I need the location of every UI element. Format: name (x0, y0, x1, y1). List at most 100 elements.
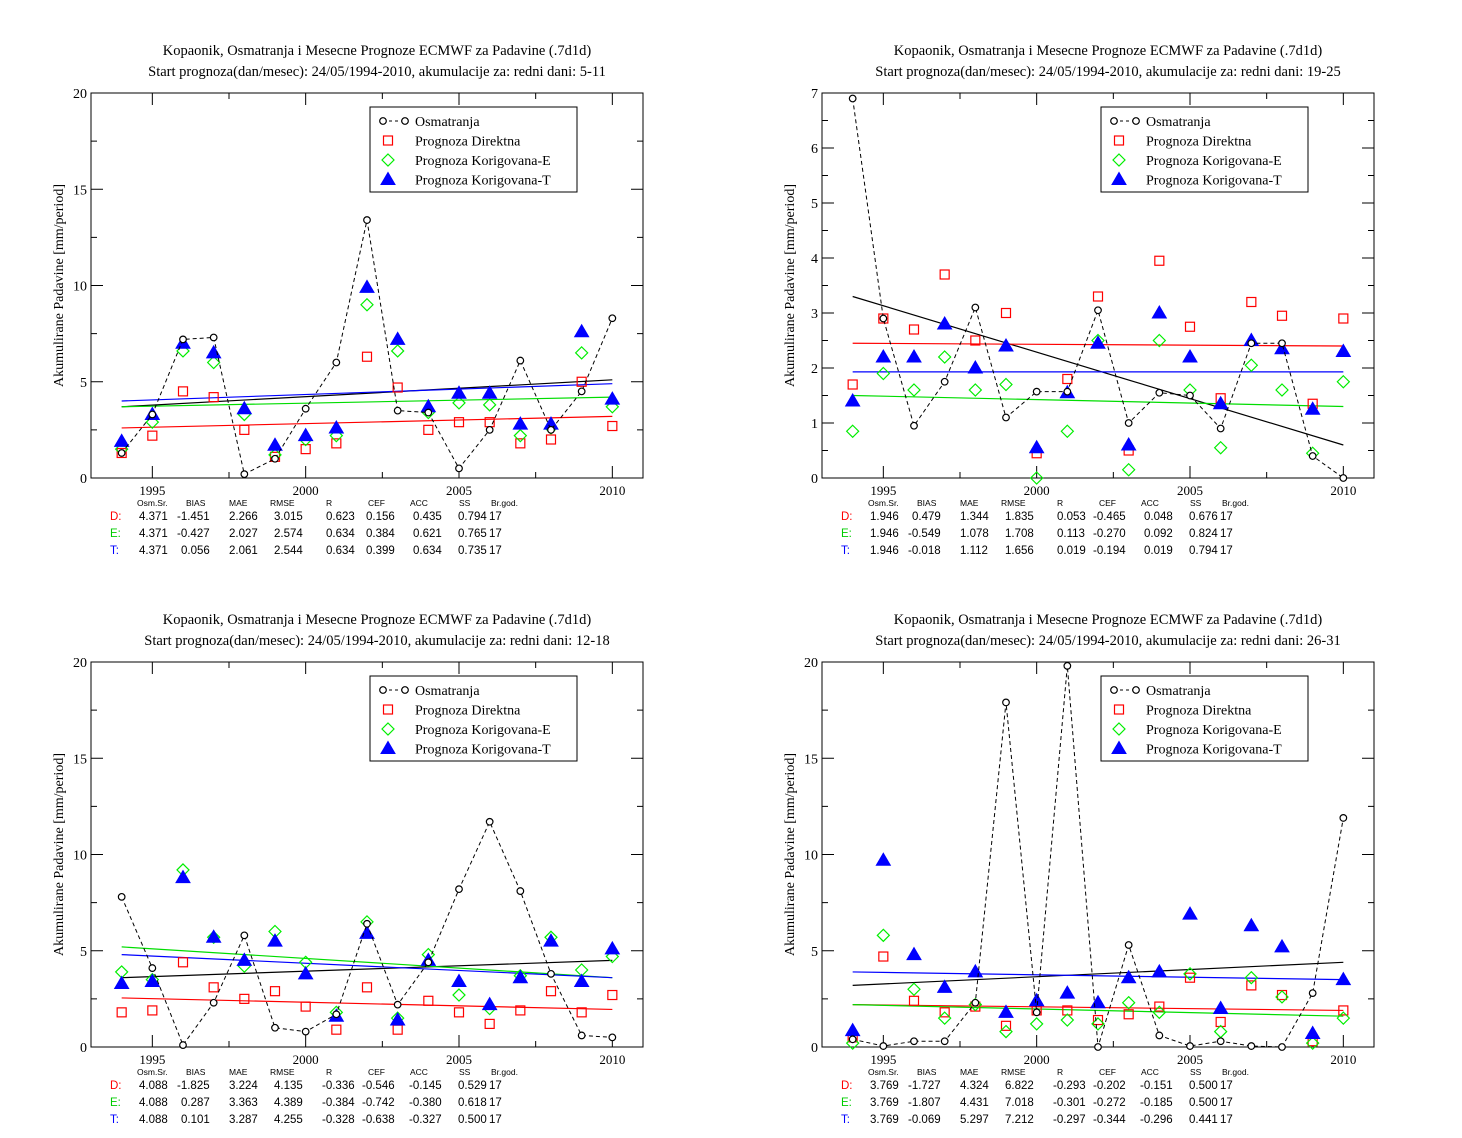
trend-line (852, 1004, 1344, 1017)
stats-cell: 0.634 (326, 528, 355, 540)
data-point (845, 424, 860, 439)
chart-title: Kopaonik, Osmatranja i Mesecne Prognoze … (894, 43, 1323, 59)
stats-cell: 0.048 (1144, 511, 1173, 523)
data-point (1274, 340, 1290, 355)
legend-label: Prognoza Direktna (1146, 135, 1252, 150)
stats-cell: 0.101 (181, 1114, 210, 1126)
data-point (1062, 373, 1073, 385)
stats-cell: 17 (1220, 1114, 1233, 1126)
chart-subtitle: Start prognoza(dan/mesec): 24/05/1994-20… (875, 633, 1340, 649)
data-point (300, 444, 311, 455)
stats-cell: -1.727 (908, 1080, 941, 1092)
y-axis-label: Akumulirane Padavine [mm/period] (52, 753, 67, 956)
stats-header: ACC (1141, 498, 1159, 508)
data-point (1244, 970, 1259, 985)
data-point (968, 997, 983, 1012)
legend-label: Prognoza Korigovana-E (415, 723, 551, 738)
data-point (1305, 1036, 1320, 1050)
data-point (147, 430, 158, 441)
data-point (910, 421, 918, 430)
legend-label: Prognoza Korigovana-T (1146, 174, 1282, 189)
stats-cell: -0.380 (409, 1097, 442, 1109)
data-point (1336, 1011, 1351, 1025)
chart-panel-days-19-25: Kopaonik, Osmatranja i Mesecne Prognoze … (731, 0, 1462, 569)
trend-line (121, 997, 613, 1011)
data-point (1002, 698, 1010, 707)
y-tick-label: 7 (811, 87, 818, 102)
stats-cell: 4.088 (139, 1080, 168, 1092)
data-point (205, 344, 222, 359)
data-point (329, 428, 344, 443)
stats-cell: 17 (489, 1114, 502, 1126)
stats-cell: -0.301 (1053, 1097, 1086, 1109)
data-point (482, 398, 497, 412)
data-point (389, 1012, 406, 1026)
stats-cell: 0.765 (458, 528, 487, 540)
stats-row-label: E: (841, 528, 852, 540)
stats-cell: -0.344 (1093, 1114, 1126, 1126)
stats-cell: 0.156 (366, 511, 395, 523)
trend-line (121, 946, 613, 979)
data-point (1186, 391, 1194, 400)
data-point (1278, 1043, 1286, 1051)
stats-header: MAE (960, 498, 979, 508)
data-point (208, 392, 219, 403)
legend: Osmatranja Prognoza Direktna Prognoza Kori… (369, 675, 578, 762)
data-point (1120, 969, 1137, 984)
data-point (1111, 740, 1127, 754)
x-tick-label: 2005 (1177, 483, 1203, 498)
y-axis-label: Akumulirane Padavine [mm/period] (783, 184, 798, 387)
stats-cell: -0.018 (908, 545, 941, 557)
x-tick-label: 1995 (870, 1052, 896, 1067)
data-point (1247, 1042, 1256, 1050)
stats-row-label: T: (841, 1114, 850, 1126)
data-point (1213, 440, 1228, 455)
data-point (177, 957, 189, 968)
data-point (205, 929, 222, 943)
data-point (967, 360, 984, 374)
stats-header: Br.god. (491, 498, 518, 508)
data-point (1216, 424, 1225, 433)
data-point (577, 1031, 586, 1040)
trend-line (852, 961, 1344, 986)
stats-cell: 4.088 (139, 1114, 168, 1126)
data-point (1339, 814, 1348, 822)
stats-cell: 2.061 (229, 545, 258, 557)
data-point (604, 940, 621, 955)
data-point (936, 979, 953, 993)
stats-cell: 1.078 (960, 528, 989, 540)
data-point (1338, 1005, 1349, 1016)
data-point (1092, 291, 1104, 302)
data-point (970, 335, 981, 346)
data-point (573, 323, 590, 338)
data-point (453, 1007, 465, 1018)
data-point (455, 464, 463, 473)
series-prognoza-korigovana-t (844, 305, 1352, 454)
data-point (605, 949, 620, 964)
data-point (113, 975, 130, 989)
data-point (267, 437, 283, 451)
stats-cell: 4.371 (139, 511, 168, 523)
data-point (240, 470, 249, 479)
data-point (117, 892, 126, 901)
data-point (452, 396, 466, 410)
y-tick-label: 10 (804, 849, 818, 864)
stats-cell: -0.296 (1140, 1114, 1173, 1126)
stats-cell: 0.019 (1057, 545, 1086, 557)
legend: Osmatranja Prognoza Direktna Prognoza Kori… (1100, 106, 1309, 193)
data-point (1029, 471, 1044, 485)
y-tick-label: 6 (811, 142, 818, 157)
series-prognoza-direktna (116, 957, 618, 1035)
stats-cell: -1.825 (177, 1080, 210, 1092)
y-tick-label: 10 (73, 280, 87, 295)
stats-cell: 0.479 (912, 511, 941, 523)
data-point (209, 998, 218, 1007)
data-point (940, 1037, 949, 1046)
series-prognoza-korigovana-e (114, 297, 620, 462)
chart-subtitle: Start prognoza(dan/mesec): 24/05/1994-20… (144, 633, 609, 649)
legend-label: Prognoza Korigovana-E (1146, 154, 1282, 169)
stats-header: R (326, 1067, 333, 1077)
x-tick-label: 2010 (1330, 483, 1356, 498)
x-tick-label: 2010 (599, 1052, 625, 1067)
data-point (147, 1005, 158, 1016)
